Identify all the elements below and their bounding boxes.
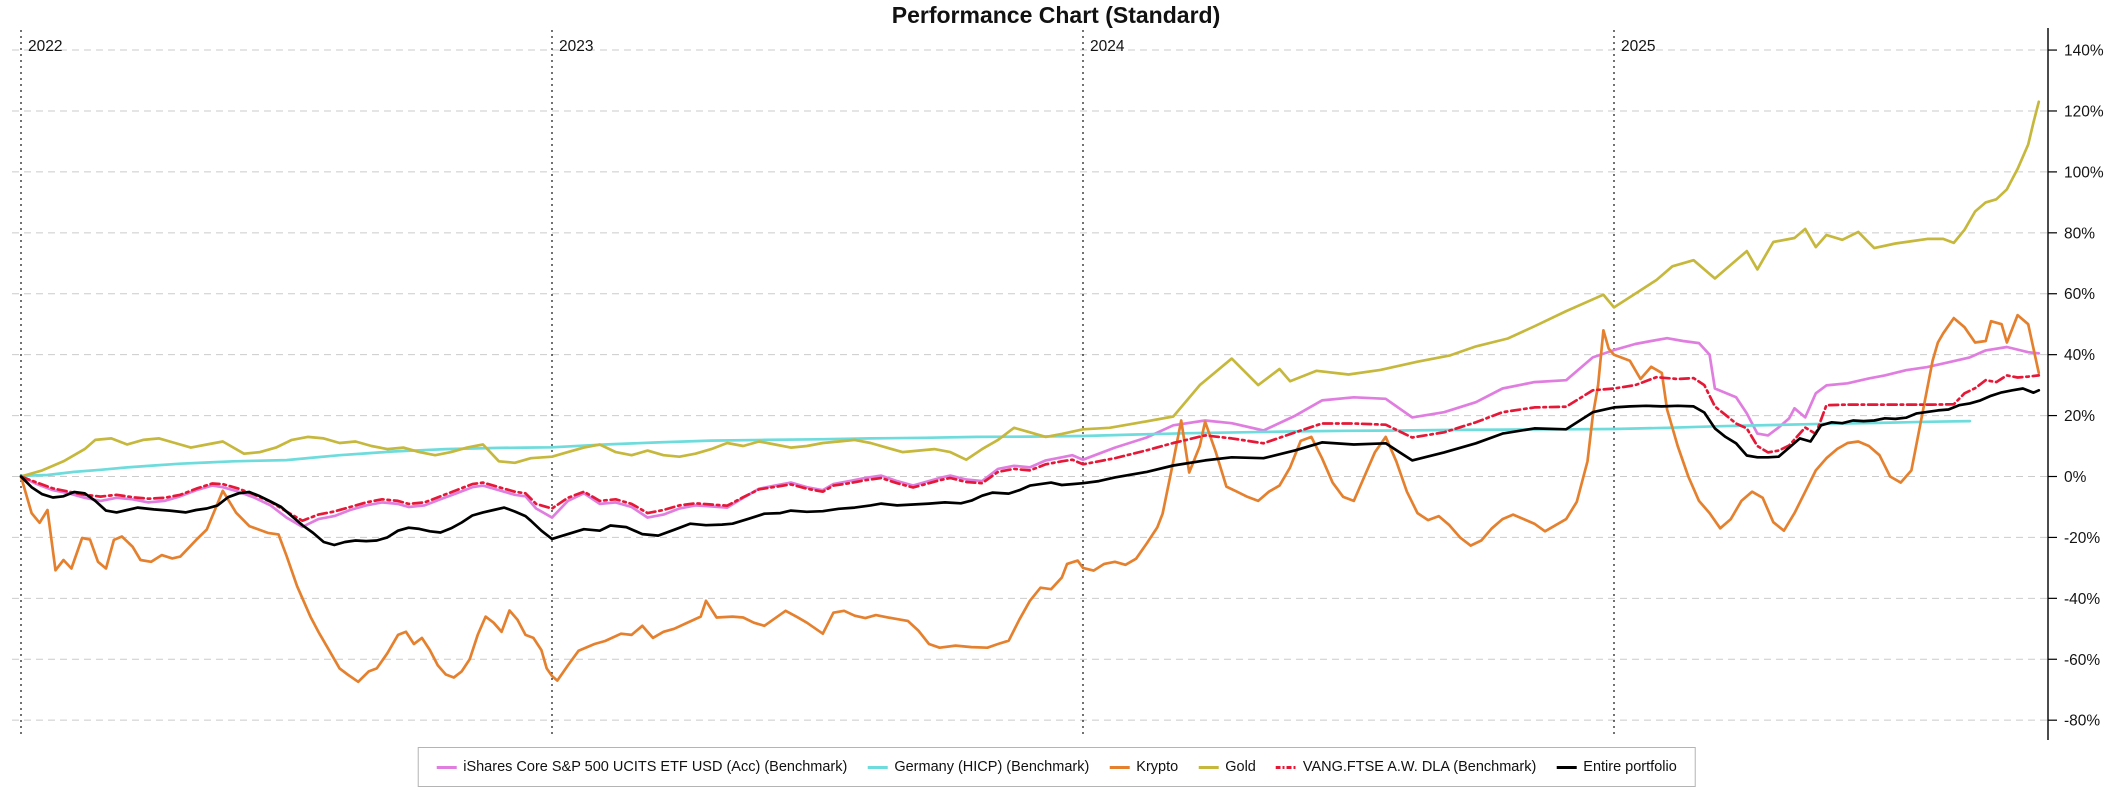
series-swatch-icon xyxy=(867,765,888,769)
series-swatch-icon xyxy=(436,765,457,769)
x-axis-year-label: 2025 xyxy=(1621,38,1655,55)
x-axis-year-label: 2023 xyxy=(559,38,593,55)
legend-label: Gold xyxy=(1225,759,1256,775)
x-axis-year-label: 2024 xyxy=(1090,38,1125,55)
y-axis-label: 0% xyxy=(2064,469,2087,486)
y-axis-label: -20% xyxy=(2064,530,2100,547)
y-axis-label: 120% xyxy=(2064,103,2104,120)
series-swatch-icon xyxy=(1275,765,1296,769)
y-axis-label: 40% xyxy=(2064,347,2095,364)
y-axis-label: 80% xyxy=(2064,225,2095,242)
legend-item-vang-ftse[interactable]: VANG.FTSE A.W. DLA (Benchmark) xyxy=(1275,759,1537,775)
legend-item-germany-hicp[interactable]: Germany (HICP) (Benchmark) xyxy=(867,759,1089,775)
series-line-ishares-core-s-p-500-ucits-etf-usd-acc-benchmark xyxy=(19,336,2041,529)
series-swatch-icon xyxy=(1556,765,1577,769)
legend-item-entire-portfolio[interactable]: Entire portfolio xyxy=(1556,759,1677,775)
legend-item-krypto[interactable]: Krypto xyxy=(1109,759,1178,775)
y-axis-label: -60% xyxy=(2064,652,2100,669)
chart-legend: iShares Core S&P 500 UCITS ETF USD (Acc)… xyxy=(417,747,1696,787)
series-line-entire-portfolio xyxy=(19,387,2041,547)
series-line-gold xyxy=(19,100,2041,478)
y-axis-label: 60% xyxy=(2064,286,2095,303)
series-swatch-icon xyxy=(1109,765,1130,769)
y-axis-label: -40% xyxy=(2064,591,2100,608)
y-axis-label: 140% xyxy=(2064,43,2104,60)
y-axis-label: 20% xyxy=(2064,408,2095,425)
legend-label: Germany (HICP) (Benchmark) xyxy=(894,759,1090,775)
x-axis-year-label: 2022 xyxy=(28,38,62,55)
series-line-vang-ftse-a-w-dla-benchmark xyxy=(19,374,2041,523)
series-line-krypto xyxy=(19,313,2041,684)
series-swatch-icon xyxy=(1198,765,1219,769)
legend-label: VANG.FTSE A.W. DLA (Benchmark) xyxy=(1302,759,1537,775)
legend-label: Krypto xyxy=(1136,759,1179,775)
legend-label: Entire portfolio xyxy=(1583,759,1677,775)
legend-item-ishares-sp500[interactable]: iShares Core S&P 500 UCITS ETF USD (Acc)… xyxy=(436,759,847,775)
legend-item-gold[interactable]: Gold xyxy=(1198,759,1256,775)
y-axis-label: 100% xyxy=(2064,164,2104,181)
series-line-germany-hicp-benchmark xyxy=(19,419,1972,478)
chart-title: Performance Chart (Standard) xyxy=(891,2,1221,28)
y-axis-label: -80% xyxy=(2064,713,2100,730)
legend-label: iShares Core S&P 500 UCITS ETF USD (Acc)… xyxy=(463,759,848,775)
